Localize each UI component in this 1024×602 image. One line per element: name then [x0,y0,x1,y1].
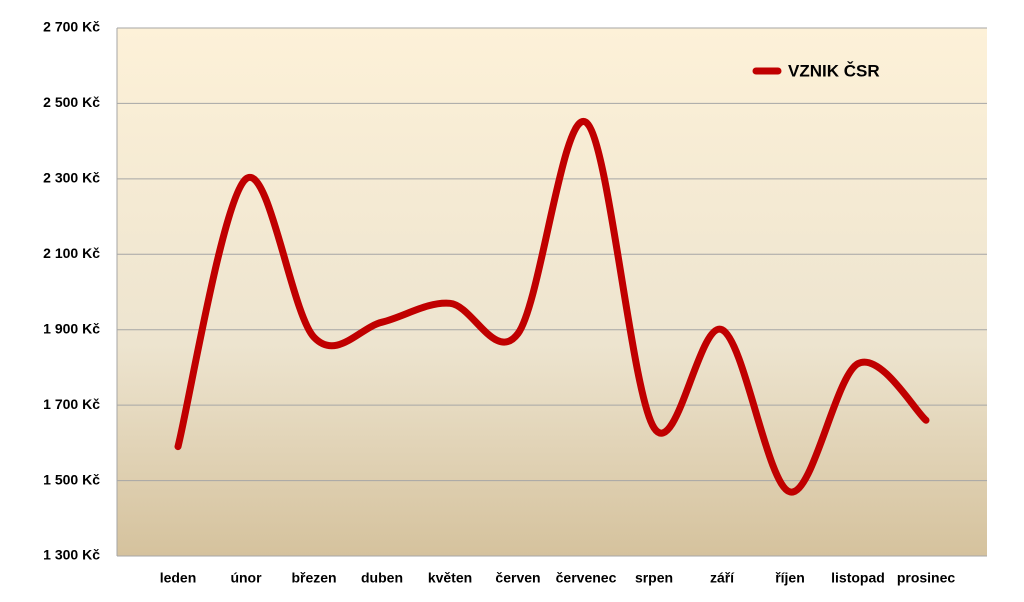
line [174,118,930,496]
x-tick-label: září [710,570,735,586]
x-tick-label: červen [495,570,540,586]
y-tick-label: 2 700 Kč [43,19,100,35]
y-tick-label: 1 300 Kč [43,547,100,563]
x-tick-label: listopad [831,570,885,586]
x-tick-label: březen [291,570,336,586]
y-tick-label: 1 900 Kč [43,320,100,336]
x-tick-label: duben [361,570,403,586]
y-tick-label: 2 100 Kč [43,245,100,261]
x-tick-label: únor [230,570,262,586]
legend-label: VZNIK ČSR [788,61,880,80]
x-tick-label: květen [428,570,472,586]
x-tick-label: leden [160,570,197,586]
x-tick-label: prosinec [897,570,956,586]
y-tick-label: 1 700 Kč [43,396,100,412]
y-tick-label: 1 500 Kč [43,471,100,487]
x-tick-label: červenec [556,570,617,586]
y-tick-label: 2 500 Kč [43,94,100,110]
y-tick-label: 2 300 Kč [43,170,100,186]
x-tick-label: říjen [775,570,805,586]
x-tick-label: srpen [635,570,673,586]
plot-area [117,28,987,556]
